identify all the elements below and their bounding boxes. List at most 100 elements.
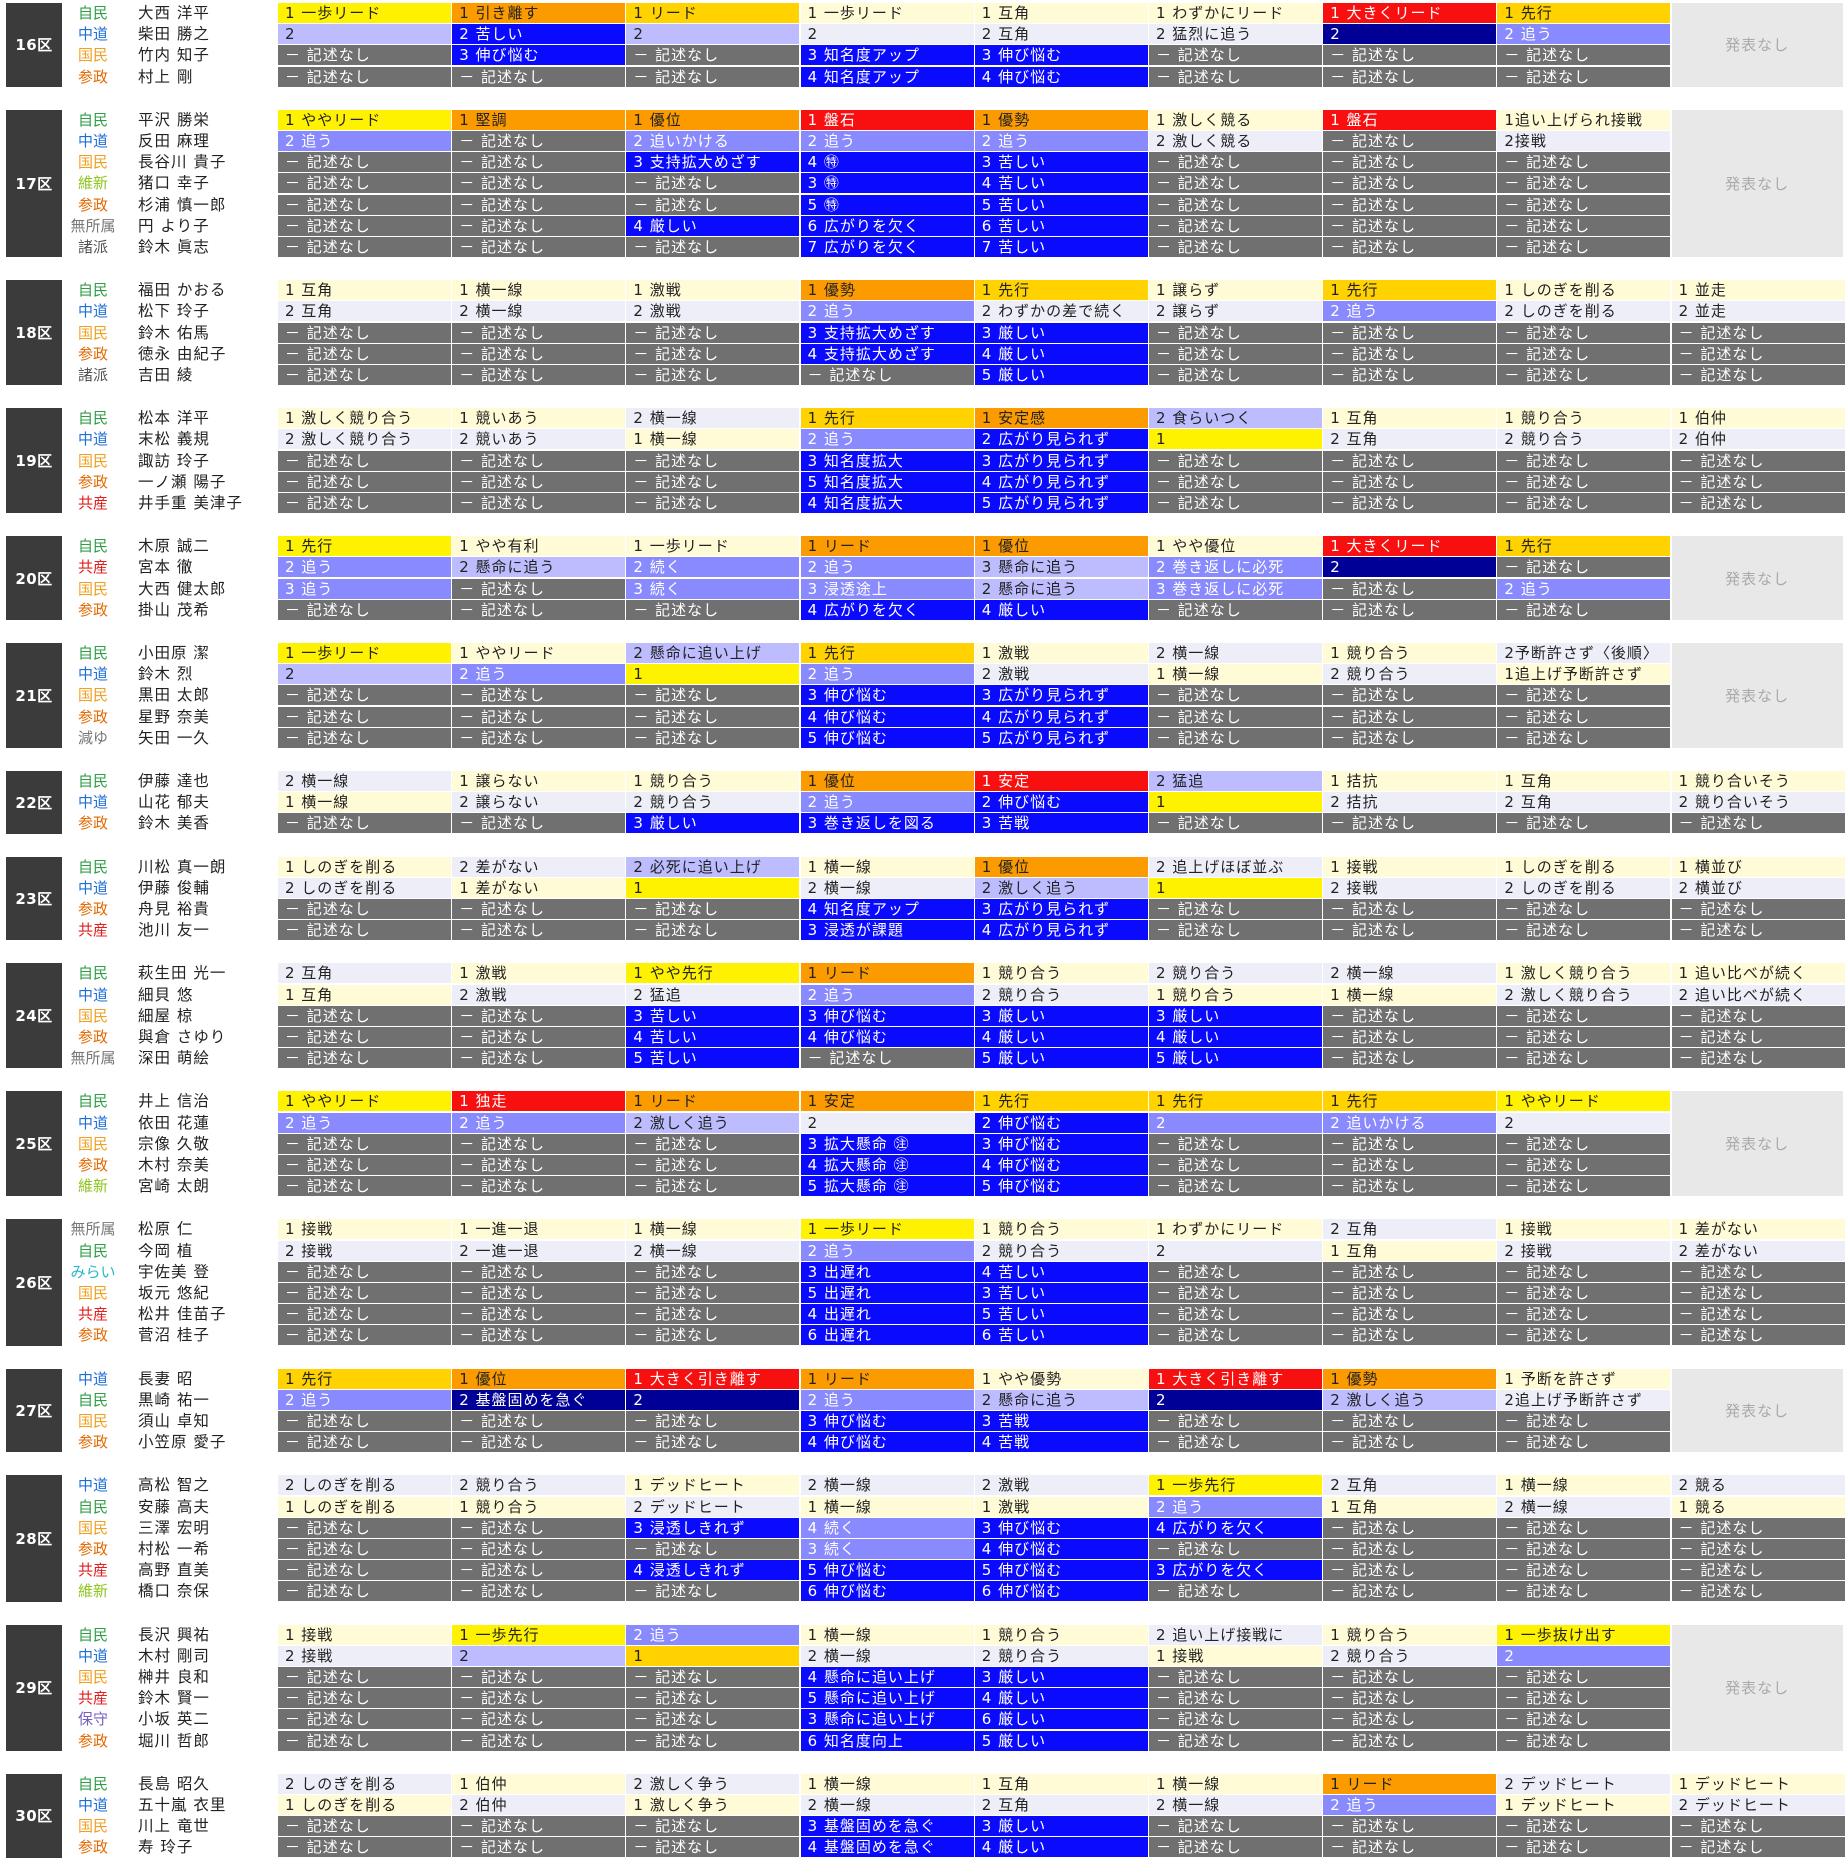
forecast-cell: 2 追う: [800, 301, 974, 322]
forecast-cell: － 記述なし: [452, 130, 626, 151]
district-label: 20区: [6, 536, 62, 620]
forecast-cell: 4 浸透しきれず: [626, 1560, 800, 1581]
forecast-cell: － 記述なし: [1497, 364, 1671, 385]
candidate-row: 自民 長沢 興祐 1 接戦 1 一歩先行 2 追う 1 横一線 1 競り合う 2 追い上げ接戦…: [0, 1624, 1848, 1646]
forecast-cell: － 記述なし: [278, 343, 451, 364]
forecast-cell: － 記述なし: [1323, 1688, 1497, 1709]
forecast-cell: － 記述なし: [278, 236, 451, 257]
district-block: 23区 自民 川松 真一朗 1 しのぎを削る 2 差がない 2 必死に追い上げ 1 横一線 1…: [0, 856, 1848, 942]
forecast-cell: 3 浸透が課題: [800, 920, 974, 941]
forecast-cell: － 記述なし: [626, 920, 800, 941]
party-label: 国民: [77, 323, 108, 342]
candidate-name: 菅沼 桂子: [138, 1326, 210, 1345]
forecast-cell: － 記述なし: [1323, 1432, 1497, 1453]
party-label: 国民: [77, 1006, 108, 1025]
candidate-name: 川上 竜世: [138, 1817, 210, 1836]
forecast-cell: － 記述なし: [626, 1304, 800, 1325]
forecast-cell: 3 巻き返しに必死: [1149, 578, 1322, 599]
forecast-cell: － 記述なし: [278, 1026, 451, 1047]
forecast-cell: － 記述なし: [1497, 1560, 1671, 1581]
party-label: 共産: [77, 1561, 108, 1580]
forecast-cell: 3 厳しい: [974, 1666, 1148, 1687]
forecast-cell: 2 横一線: [1149, 1794, 1322, 1815]
forecast-cell: 4 厳しい: [626, 215, 800, 236]
forecast-cell: － 記述なし: [278, 1688, 451, 1709]
forecast-cell: 3 苦しい: [974, 152, 1148, 173]
forecast-cell: － 記述なし: [1671, 1261, 1845, 1282]
forecast-cell: 2 激戦: [452, 984, 626, 1005]
candidate-row: 参政 菅沼 桂子－ 記述なし－ 記述なし－ 記述なし 6 出遅れ 6 苦しい－ 記述な…: [0, 1325, 1848, 1346]
forecast-cell: － 記述なし: [278, 1005, 451, 1026]
candidate-row: 中道 山花 郁夫 1 横一線 2 譲らない 2 競り合う 2 追う 2 伸び悩む 1 2 拮抗 2…: [0, 792, 1848, 813]
forecast-cell: 4 広がりを欠く: [800, 599, 974, 620]
forecast-cell: － 記述なし: [278, 1282, 451, 1303]
forecast-cell: 1 譲らない: [452, 771, 626, 791]
forecast-cell: － 記述なし: [1149, 727, 1322, 748]
forecast-cell: － 記述なし: [278, 1133, 451, 1154]
candidate-row: 共産 井手重 美津子－ 記述なし－ 記述なし－ 記述なし 4 知名度拡大 5 広がり見…: [0, 492, 1848, 514]
forecast-cell: 2: [1497, 1645, 1671, 1666]
forecast-cell: 4 広がりを欠く: [1149, 1517, 1322, 1538]
forecast-cell: － 記述なし: [1149, 364, 1322, 385]
forecast-cell: － 記述なし: [1149, 1282, 1322, 1303]
forecast-cell: 2 差がない: [452, 856, 626, 877]
party-label: 共産: [77, 1305, 108, 1324]
forecast-cell: 1 一歩リード: [800, 3, 974, 23]
candidate-name: 高松 智之: [138, 1476, 210, 1495]
candidate-row: 国民 大西 健太郎 3 追う－ 記述なし 3 続く 3 浸透途上 2 懸命に追う 3 巻き返…: [0, 578, 1848, 600]
candidate-row: 諸派 吉田 綾－ 記述なし－ 記述なし－ 記述なし－ 記述なし 5 厳しい－ 記述な…: [0, 364, 1848, 386]
forecast-cell: 4 苦しい: [974, 1261, 1148, 1282]
forecast-cell: 1 一歩リード: [800, 1219, 974, 1240]
forecast-cell: － 記述なし: [278, 194, 451, 215]
forecast-cell: 2 譲らない: [452, 792, 626, 813]
forecast-cell: － 記述なし: [452, 1517, 626, 1538]
party-label: 維新: [77, 174, 108, 193]
forecast-cell: 3 苦しい: [626, 1005, 800, 1026]
forecast-cell: 6 広がりを欠く: [800, 215, 974, 236]
candidate-name: 榊井 良和: [138, 1667, 210, 1686]
forecast-cell: 1 競り合う: [1149, 984, 1322, 1005]
forecast-cell: － 記述なし: [800, 1048, 974, 1069]
forecast-cell: 1 盤石: [800, 109, 974, 130]
district-label: 19区: [6, 408, 62, 514]
forecast-cell: 2 横一線: [626, 1240, 800, 1261]
party-label: 参政: [77, 1539, 108, 1558]
candidate-name: 長沢 興祐: [138, 1625, 210, 1644]
party-label: 参政: [77, 1027, 108, 1046]
forecast-cell: 1: [1149, 429, 1322, 450]
district-label: 26区: [6, 1219, 62, 1346]
forecast-cell: 2 激戦: [974, 664, 1148, 685]
forecast-cell: － 記述なし: [1671, 322, 1845, 343]
party-label: 参政: [77, 899, 108, 918]
forecast-cell: － 記述なし: [1323, 727, 1497, 748]
forecast-cell: － 記述なし: [1323, 1005, 1497, 1026]
forecast-cell: 1 優位: [974, 856, 1148, 877]
forecast-cell: 2 追う: [800, 792, 974, 813]
candidate-name: 須山 卓知: [138, 1411, 210, 1430]
forecast-cell: － 記述なし: [1497, 1538, 1671, 1559]
forecast-cell: － 記述なし: [452, 1538, 626, 1559]
candidate-name: 反田 麻理: [138, 131, 210, 150]
forecast-cell: － 記述なし: [278, 45, 451, 66]
forecast-cell: － 記述なし: [1671, 920, 1845, 941]
candidate-name: 萩生田 光一: [138, 964, 227, 983]
party-label: 中道: [77, 1646, 108, 1665]
forecast-cell: 1 先行: [800, 408, 974, 429]
forecast-cell: － 記述なし: [626, 45, 800, 66]
forecast-cell: 2 差がない: [1671, 1240, 1845, 1261]
forecast-cell: 2 激戦: [974, 1475, 1148, 1496]
candidate-name: 鈴木 佑馬: [138, 323, 210, 342]
party-label: 国民: [77, 1134, 108, 1153]
forecast-cell: － 記述なし: [1497, 1261, 1671, 1282]
district-block: 19区 自民 松本 洋平 1 激しく競り合う 1 競いあう 2 横一線 1 先行 1 安定感 2…: [0, 408, 1848, 514]
forecast-cell: － 記述なし: [278, 1538, 451, 1559]
forecast-cell: 1 競り合う: [452, 1496, 626, 1517]
forecast-cell: － 記述なし: [1497, 492, 1671, 513]
no-announcement-cell: 発表なし: [1671, 3, 1843, 87]
forecast-cell: － 記述なし: [1323, 1538, 1497, 1559]
forecast-cell: － 記述なし: [626, 1176, 800, 1197]
forecast-cell: － 記述なし: [1497, 450, 1671, 471]
forecast-cell: 1 予断を許さず: [1497, 1368, 1671, 1389]
forecast-cell: 3 広がり見られず: [974, 450, 1148, 471]
